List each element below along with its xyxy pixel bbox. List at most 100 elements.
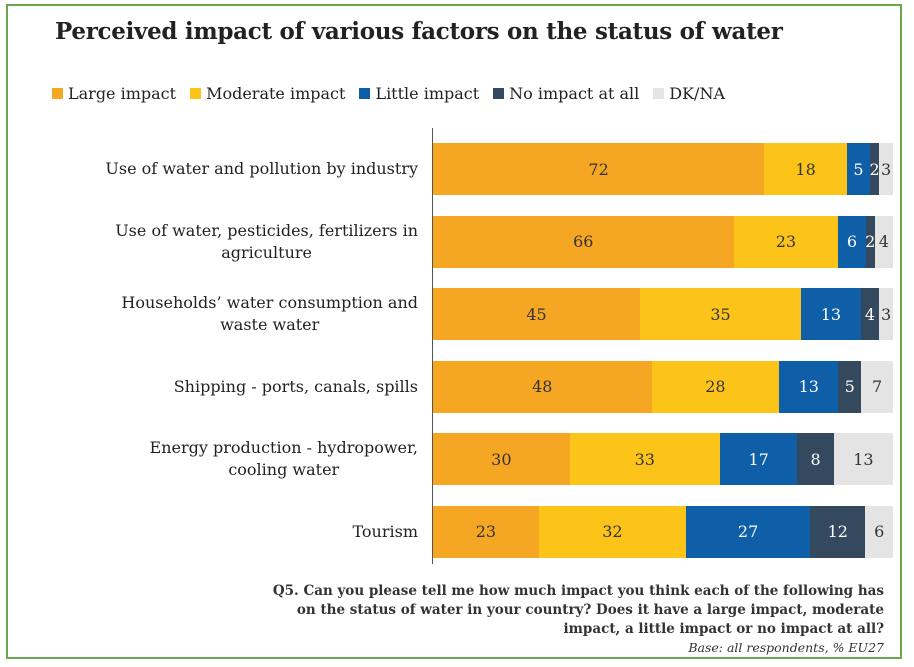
legend-item: Large impact xyxy=(52,84,176,103)
category-label-line: Tourism xyxy=(352,521,418,541)
data-label: 32 xyxy=(602,522,623,541)
category-label: Shipping - ports, canals, spills xyxy=(174,376,418,398)
data-label: 30 xyxy=(491,449,512,469)
data-label: 66 xyxy=(573,232,594,251)
data-label: 18 xyxy=(795,159,816,179)
data-label: 27 xyxy=(737,522,759,541)
data-label: 13 xyxy=(853,449,874,469)
category-label-line: Households’ water consumption and xyxy=(121,293,418,312)
bar-segment: 33 xyxy=(569,433,720,485)
category-label-line: waste water xyxy=(220,315,320,334)
data-label: 72 xyxy=(588,159,609,179)
data-label: 6 xyxy=(846,232,858,251)
bar-segment: 12 xyxy=(810,505,866,558)
legend-swatch xyxy=(190,88,202,99)
bar-segment: 17 xyxy=(719,433,798,485)
chart-legend: Large impact Moderate impact Little impact… xyxy=(52,84,739,103)
data-label: 28 xyxy=(705,377,726,396)
bar-row: 45 35 13 4 3 xyxy=(433,288,893,340)
bar-segment: 4 xyxy=(860,288,880,340)
category-label-line: Shipping - ports, canals, spills xyxy=(173,376,418,396)
data-label: 2 xyxy=(865,232,876,251)
bar-row: 66 23 6 2 4 xyxy=(433,215,893,268)
data-label: 17 xyxy=(748,449,769,469)
data-label: 5 xyxy=(844,377,855,396)
bar-segment: 13 xyxy=(833,433,893,485)
data-label: 3 xyxy=(880,159,892,179)
footnote-line: on the status of water in your country? … xyxy=(296,602,884,618)
bar-segment: 45 xyxy=(433,288,640,340)
bar-segment: 2 xyxy=(865,215,876,268)
legend-item: No impact at all xyxy=(493,84,639,103)
legend-swatch xyxy=(359,88,371,99)
bar-segment: 32 xyxy=(538,505,686,558)
category-label: Use of water and pollution by industry xyxy=(105,158,418,180)
bar-segment: 27 xyxy=(685,505,811,558)
bar-segment: 35 xyxy=(640,288,801,340)
chart-title: Perceived impact of various factors on t… xyxy=(55,18,783,45)
legend-label: Large impact xyxy=(68,84,177,103)
bar-segment: 18 xyxy=(764,143,847,195)
legend-item: Moderate impact xyxy=(190,84,345,103)
bar-segment: 72 xyxy=(433,143,765,195)
bar-segment: 5 xyxy=(846,143,870,195)
data-label: 23 xyxy=(775,232,797,251)
legend-item: DK/NA xyxy=(653,84,725,103)
category-label: Tourism xyxy=(352,521,418,543)
bar-row: 48 28 13 5 7 xyxy=(433,360,893,413)
bar-segment: 66 xyxy=(433,215,734,268)
bar-segment: 7 xyxy=(861,360,893,413)
question-footnote: Q5. Can you please tell me how much impa… xyxy=(273,582,884,639)
bar-row: 72 18 5 2 3 xyxy=(433,143,893,195)
bar-segment: 8 xyxy=(797,433,834,485)
legend-swatch xyxy=(493,88,505,99)
legend-swatch xyxy=(52,88,63,99)
data-label: 6 xyxy=(874,522,885,541)
data-label: 12 xyxy=(827,522,848,541)
bar-segment: 23 xyxy=(733,215,839,268)
legend-label: Moderate impact xyxy=(206,84,346,103)
bar-row: 30 33 17 8 13 xyxy=(433,433,893,485)
legend-item: Little impact xyxy=(359,84,479,103)
bar-segment: 4 xyxy=(874,215,893,268)
data-label: 7 xyxy=(871,377,883,396)
footnote-line: impact, a little impact or no impact at … xyxy=(563,621,885,637)
category-label: Use of water, pesticides, fertilizers in… xyxy=(115,220,418,264)
bar-segment: 23 xyxy=(433,505,539,558)
data-label: 4 xyxy=(864,304,876,324)
legend-label: DK/NA xyxy=(669,84,725,103)
base-note: Base: all respondents, % EU27 xyxy=(688,640,884,655)
bar-segment: 13 xyxy=(779,360,839,413)
legend-label: No impact at all xyxy=(509,84,640,103)
category-label-line: Use of water, pesticides, fertilizers in xyxy=(115,220,418,240)
data-label: 23 xyxy=(475,522,497,541)
category-label-line: cooling water xyxy=(228,460,340,479)
bar-segment: 3 xyxy=(879,288,893,340)
bar-segment: 13 xyxy=(801,288,861,340)
category-label-line: agriculture xyxy=(221,242,312,262)
bar-segment: 28 xyxy=(651,360,780,413)
bar-segment: 48 xyxy=(433,360,652,413)
bar-segment: 3 xyxy=(879,143,893,195)
category-label: Energy production - hydropower, cooling w… xyxy=(150,437,418,481)
data-label: 3 xyxy=(880,304,892,324)
data-label: 8 xyxy=(810,449,821,469)
bar-segment: 30 xyxy=(433,433,570,485)
bar-segment: 2 xyxy=(869,143,880,195)
bar-segment: 5 xyxy=(838,360,862,413)
y-axis-line xyxy=(432,128,433,564)
legend-swatch xyxy=(653,88,665,99)
legend-label: Little impact xyxy=(375,84,480,103)
data-label: 5 xyxy=(853,159,864,179)
data-label: 35 xyxy=(710,304,731,324)
category-label-line: Energy production - hydropower, xyxy=(149,438,418,457)
data-label: 13 xyxy=(798,377,819,396)
data-label: 2 xyxy=(869,159,880,179)
data-label: 4 xyxy=(878,232,889,251)
bar-row: 23 32 27 12 6 xyxy=(433,505,893,558)
bar-segment: 6 xyxy=(865,505,893,558)
footnote-line: Q5. Can you please tell me how much impa… xyxy=(272,583,884,599)
data-label: 45 xyxy=(526,304,547,324)
data-label: 33 xyxy=(634,449,655,469)
data-label: 48 xyxy=(532,377,553,396)
